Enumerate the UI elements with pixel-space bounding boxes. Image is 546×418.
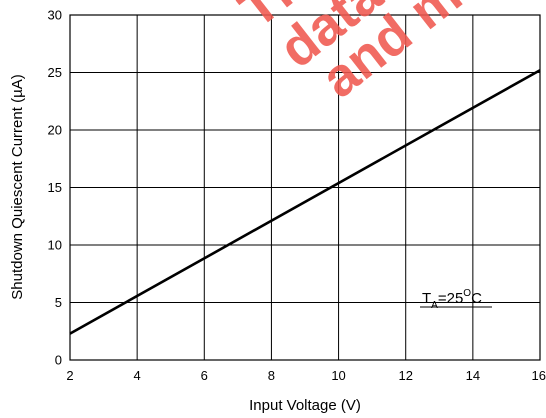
y-tick-label-10: 10: [48, 238, 62, 253]
y-tick-label-0: 0: [55, 353, 62, 368]
annotation-rest: =25: [438, 290, 463, 307]
series-line-0: [69, 69, 541, 335]
x-axis-label: Input Voltage (V): [249, 397, 361, 414]
series-group: [69, 69, 541, 335]
y-axis-label: Shutdown Quiescent Current (µA): [9, 74, 26, 299]
x-tick-label-4: 4: [134, 368, 141, 383]
annotation-superscript: O: [463, 288, 471, 299]
annotation-unit: C: [471, 290, 482, 307]
grid: [69, 14, 541, 361]
watermark: Th data and m: [228, 0, 472, 109]
y-tick-label-20: 20: [48, 123, 62, 138]
x-tick-label-8: 8: [268, 368, 275, 383]
plot-frame: [69, 14, 541, 361]
annotation-subscript: A: [431, 300, 438, 311]
y-tick-label-30: 30: [48, 8, 62, 23]
y-tick-labels: 0 5 10 15 20 25 30: [48, 8, 62, 368]
x-tick-label-6: 6: [201, 368, 208, 383]
x-tick-label-10: 10: [331, 368, 345, 383]
x-tick-labels: 2 4 6 8 10 12 14 16: [66, 368, 546, 383]
x-tick-label-14: 14: [466, 368, 480, 383]
y-tick-label-25: 25: [48, 65, 62, 80]
annotation-main: T: [422, 290, 431, 307]
y-tick-label-15: 15: [48, 180, 62, 195]
svg-text:TA=25OC: TA=25OC: [422, 288, 482, 311]
temperature-annotation: TA=25OC: [420, 288, 492, 311]
x-tick-label-12: 12: [398, 368, 412, 383]
x-tick-label-16: 16: [532, 368, 546, 383]
x-tick-label-2: 2: [66, 368, 73, 383]
y-tick-label-5: 5: [55, 295, 62, 310]
